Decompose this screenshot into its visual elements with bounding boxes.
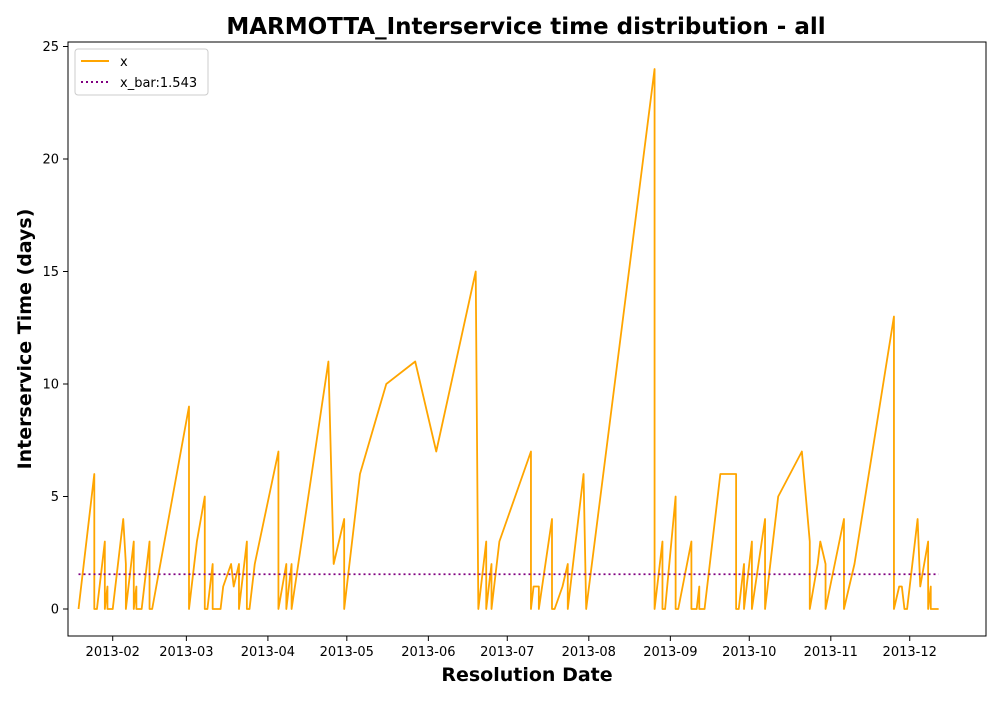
x-tick-label: 2013-05: [320, 645, 374, 660]
x-tick-label: 2013-07: [480, 645, 534, 660]
chart-title: MARMOTTA_Interservice time distribution …: [226, 14, 825, 40]
series-layer: [77, 68, 939, 610]
y-tick-label: 20: [42, 153, 59, 168]
y-tick-label: 5: [51, 490, 59, 505]
x-tick-label: 2013-04: [241, 645, 295, 660]
x-tick-label: 2013-10: [722, 645, 776, 660]
legend-label-x-bar: x_bar:1.543: [120, 76, 197, 91]
x-tick-label: 2013-02: [86, 645, 140, 660]
x-axis: 2013-02 2013-03 2013-04 2013-05 2013-06 2013-…: [86, 636, 937, 660]
y-tick-label: 15: [42, 265, 59, 280]
x-axis-label: Resolution Date: [441, 664, 612, 686]
y-tick-label: 25: [42, 40, 59, 55]
x-tick-label: 2013-08: [562, 645, 616, 660]
x-tick-label: 2013-12: [883, 645, 937, 660]
x-tick-label: 2013-11: [804, 645, 858, 660]
x-tick-label: 2013-03: [159, 645, 213, 660]
y-tick-label: 10: [42, 378, 59, 393]
x-tick-label: 2013-09: [643, 645, 697, 660]
plot-frame: [67, 41, 987, 637]
series-line-x: [77, 68, 939, 610]
plot-area: [68, 42, 986, 636]
y-axis-label: Interservice Time (days): [14, 209, 36, 470]
y-axis: 0 5 10 15 20 25: [42, 40, 68, 618]
legend-label-x: x: [120, 55, 128, 70]
y-tick-label: 0: [51, 603, 59, 618]
legend: x x_bar:1.543: [74, 48, 209, 96]
x-tick-label: 2013-06: [401, 645, 455, 660]
